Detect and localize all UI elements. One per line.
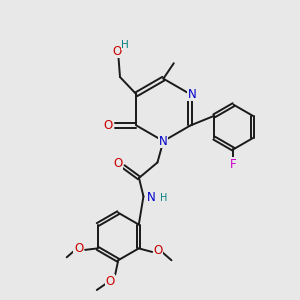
- Text: O: O: [114, 157, 123, 170]
- Text: N: N: [159, 135, 168, 148]
- Text: N: N: [147, 191, 156, 204]
- Text: O: O: [112, 45, 122, 58]
- Text: H: H: [160, 193, 167, 203]
- Text: O: O: [105, 274, 115, 288]
- Text: O: O: [104, 119, 113, 132]
- Text: F: F: [230, 158, 237, 171]
- Text: H: H: [121, 40, 129, 50]
- Text: N: N: [188, 88, 196, 101]
- Text: O: O: [154, 244, 163, 257]
- Text: O: O: [74, 242, 83, 255]
